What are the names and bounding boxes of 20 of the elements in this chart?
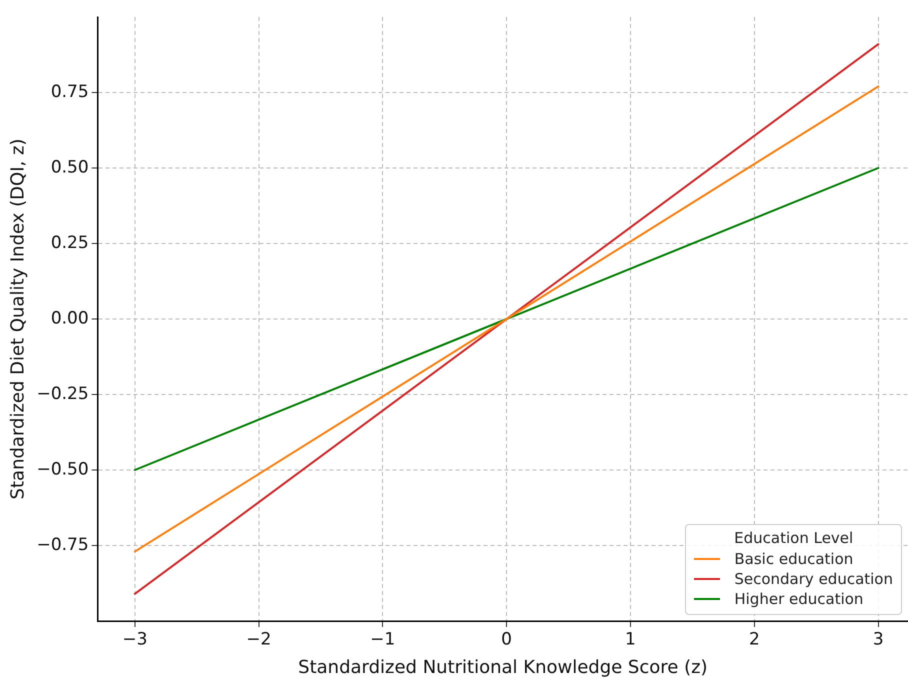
x-tick-label: 3	[872, 630, 884, 650]
x-tick-label: −1	[370, 630, 396, 650]
y-tick-label: −0.50	[36, 459, 89, 480]
x-tick-label: −2	[246, 630, 272, 650]
x-tick-label: 1	[625, 630, 636, 650]
x-tick-label: −3	[122, 630, 148, 650]
x-axis-title: Standardized Nutritional Knowledge Score (z)	[298, 656, 708, 678]
y-tick-label: 0.25	[50, 232, 89, 253]
y-tick-label: 0.00	[50, 308, 89, 328]
x-tick-label: 0	[501, 630, 512, 650]
legend-label: Basic education	[734, 550, 854, 568]
y-tick-label: −0.25	[36, 384, 89, 404]
legend-label: Secondary education	[734, 570, 893, 588]
y-tick-label: 0.75	[50, 82, 89, 102]
y-tick-label: 0.50	[50, 157, 89, 178]
y-axis-title: Standardized Diet Quality Index (DQI, z)	[7, 138, 28, 500]
x-tick-label: 2	[748, 630, 760, 650]
legend-title: Education Level	[733, 529, 854, 547]
y-tick-label: −0.75	[36, 534, 89, 555]
legend-label: Higher education	[734, 590, 864, 608]
